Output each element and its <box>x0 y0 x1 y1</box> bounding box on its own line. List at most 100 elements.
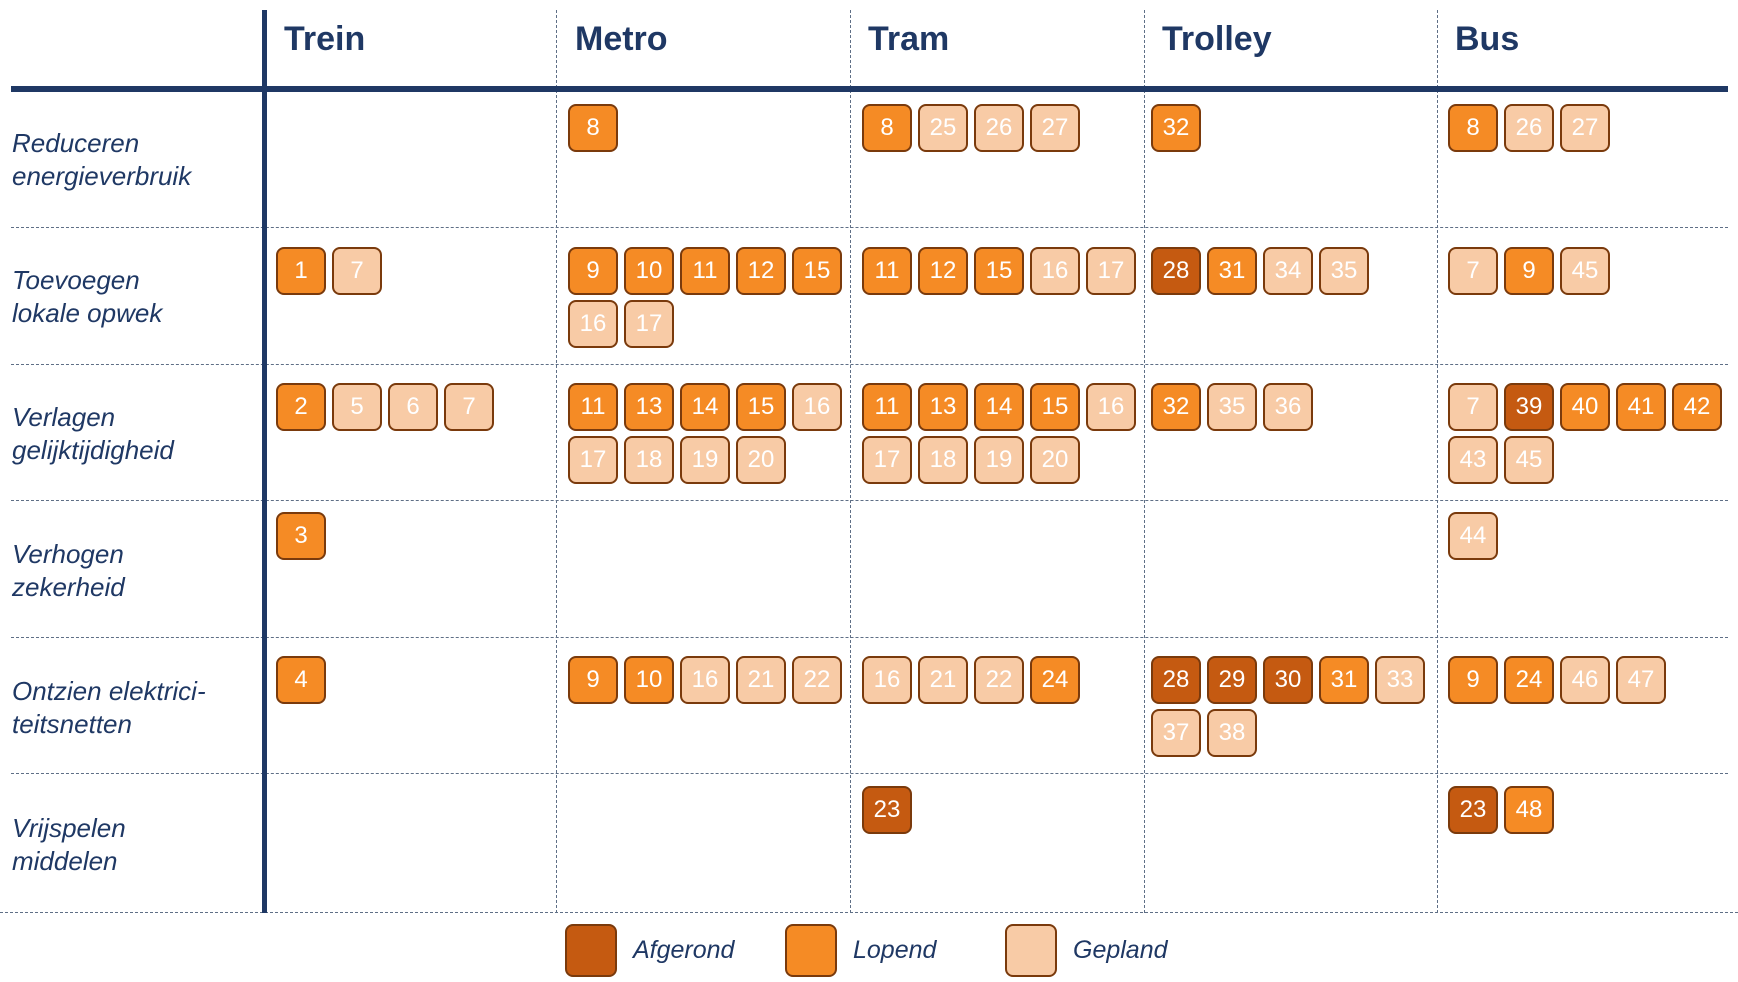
measure-badge-42: 42 <box>1672 383 1722 431</box>
cell-metro-row-5: 9 10 16 21 22 <box>568 656 858 704</box>
measure-badge-38: 38 <box>1207 709 1257 757</box>
row-divider <box>11 773 1728 774</box>
cell-tram-row-6: 23 <box>862 786 1152 834</box>
measure-badge-32: 32 <box>1151 383 1201 431</box>
measure-badge-45: 45 <box>1560 247 1610 295</box>
measure-badge-11: 11 <box>862 383 912 431</box>
measure-badge-18: 18 <box>918 436 968 484</box>
cell-bus-row-6: 23 48 <box>1448 786 1738 834</box>
measure-badge-9: 9 <box>1504 247 1554 295</box>
measure-badge-35: 35 <box>1207 383 1257 431</box>
cell-trolley-row-1: 32 <box>1151 104 1441 152</box>
measure-badge-46: 46 <box>1560 656 1610 704</box>
row-divider <box>11 227 1728 228</box>
measure-badge-34: 34 <box>1263 247 1313 295</box>
measure-badge-10: 10 <box>624 247 674 295</box>
header-rule <box>11 86 1728 92</box>
legend-item-gepland: Gepland <box>1005 924 1168 977</box>
row-label-line: Verlagen <box>12 402 116 432</box>
measure-badge-9: 9 <box>568 247 618 295</box>
column-header-trein: Trein <box>284 20 366 58</box>
legend-item-afgerond: Afgerond <box>565 924 734 977</box>
measure-badge-11: 11 <box>680 247 730 295</box>
measure-badge-45: 45 <box>1504 436 1554 484</box>
measure-badge-7: 7 <box>1448 247 1498 295</box>
row-label-ontzien-elektriciteitsnetten: Ontzien elektrici- teitsnetten <box>12 675 252 741</box>
measure-badge-27: 27 <box>1030 104 1080 152</box>
cell-bus-row-2: 7 9 45 <box>1448 247 1738 295</box>
row-label-verhogen-zekerheid: Verhogen zekerheid <box>12 538 252 604</box>
cell-tram-row-3: 11 13 14 15 16 17 18 19 20 <box>862 383 1152 484</box>
measure-badge-24: 24 <box>1504 656 1554 704</box>
measure-badge-21: 21 <box>736 656 786 704</box>
measure-badge-26: 26 <box>974 104 1024 152</box>
measure-badge-17: 17 <box>568 436 618 484</box>
cell-tram-row-5: 16 21 22 24 <box>862 656 1152 704</box>
legend-label-afgerond: Afgerond <box>633 936 735 964</box>
measure-badge-16: 16 <box>1030 247 1080 295</box>
label-column-rule <box>262 10 267 913</box>
row-label-vrijspelen-middelen: Vrijspelen middelen <box>12 812 252 878</box>
measure-badge-16: 16 <box>862 656 912 704</box>
measure-badge-12: 12 <box>918 247 968 295</box>
measure-badge-22: 22 <box>792 656 842 704</box>
measure-badge-16: 16 <box>568 300 618 348</box>
measure-badge-5: 5 <box>332 383 382 431</box>
measure-badge-23: 23 <box>862 786 912 834</box>
cell-trein-row-4: 3 <box>276 512 566 560</box>
cell-bus-row-1: 8 26 27 <box>1448 104 1738 152</box>
row-label-line: Vrijspelen <box>12 813 126 843</box>
measure-badge-47: 47 <box>1616 656 1666 704</box>
measure-badge-37: 37 <box>1151 709 1201 757</box>
measure-badge-23: 23 <box>1448 786 1498 834</box>
row-label-line: Ontzien elektrici- <box>12 676 206 706</box>
measure-badge-24: 24 <box>1030 656 1080 704</box>
measure-badge-9: 9 <box>568 656 618 704</box>
measure-badge-7: 7 <box>1448 383 1498 431</box>
measure-badge-22: 22 <box>974 656 1024 704</box>
measure-badge-48: 48 <box>1504 786 1554 834</box>
measure-badge-41: 41 <box>1616 383 1666 431</box>
measure-badge-3: 3 <box>276 512 326 560</box>
row-divider <box>11 364 1728 365</box>
measure-badge-9: 9 <box>1448 656 1498 704</box>
measure-badge-35: 35 <box>1319 247 1369 295</box>
cell-metro-row-1: 8 <box>568 104 858 152</box>
measure-badge-15: 15 <box>736 383 786 431</box>
column-divider <box>1144 10 1145 913</box>
cell-metro-row-3: 11 13 14 15 16 17 18 19 20 <box>568 383 858 484</box>
row-label-line: gelijktijdigheid <box>12 435 174 465</box>
row-label-line: Toevoegen <box>12 265 140 295</box>
row-divider <box>11 500 1728 501</box>
row-label-line: lokale opwek <box>12 298 163 328</box>
measure-badge-1: 1 <box>276 247 326 295</box>
measure-badge-2: 2 <box>276 383 326 431</box>
measure-badge-15: 15 <box>1030 383 1080 431</box>
cell-trolley-row-2: 28 31 34 35 <box>1151 247 1441 295</box>
measure-badge-18: 18 <box>624 436 674 484</box>
row-label-line: energieverbruik <box>12 161 192 191</box>
cell-trolley-row-3: 32 35 36 <box>1151 383 1441 431</box>
measure-badge-19: 19 <box>974 436 1024 484</box>
measure-badge-28: 28 <box>1151 247 1201 295</box>
row-label-line: zekerheid <box>12 572 125 602</box>
cell-tram-row-2: 11 12 15 16 17 <box>862 247 1152 295</box>
row-label-line: middelen <box>12 846 118 876</box>
measure-badge-7: 7 <box>444 383 494 431</box>
measure-badge-15: 15 <box>974 247 1024 295</box>
cell-trein-row-5: 4 <box>276 656 566 704</box>
measure-badge-33: 33 <box>1375 656 1425 704</box>
measure-badge-11: 11 <box>862 247 912 295</box>
measure-badge-39: 39 <box>1504 383 1554 431</box>
measure-badge-17: 17 <box>624 300 674 348</box>
measure-badge-6: 6 <box>388 383 438 431</box>
legend-swatch-afgerond <box>565 924 617 977</box>
row-divider <box>11 637 1728 638</box>
measure-badge-7: 7 <box>332 247 382 295</box>
measure-badge-13: 13 <box>918 383 968 431</box>
measure-badge-16: 16 <box>792 383 842 431</box>
measure-badge-11: 11 <box>568 383 618 431</box>
column-divider <box>850 10 851 913</box>
column-header-tram: Tram <box>868 20 950 58</box>
